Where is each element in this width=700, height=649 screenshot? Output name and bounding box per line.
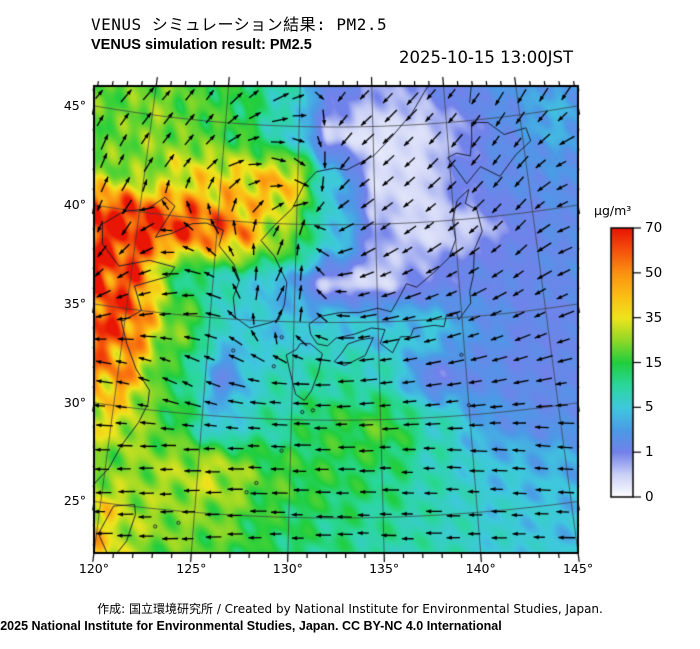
colorbar-tick-label: 35 [645, 309, 663, 326]
colorbar-tick-label: 50 [645, 264, 663, 281]
lat-tick-label: 25° [63, 493, 86, 509]
lon-tick-label: 140° [465, 561, 496, 576]
title-english: VENUS simulation result: PM2.5 [91, 37, 312, 53]
lon-tick-label: 125° [176, 561, 207, 576]
credit-line: 作成: 国立環境研究所 / Created by National Instit… [97, 602, 603, 616]
colorbar-tick-label: 0 [645, 489, 654, 505]
lon-tick-label: 145° [562, 561, 594, 576]
lat-tick-label: 35° [63, 295, 86, 311]
lat-tick-label: 40° [63, 196, 86, 212]
colorbar-tick-label: 70 [645, 220, 663, 236]
title-japanese: VENUS シミュレーション結果: PM2.5 [91, 15, 388, 34]
lon-tick-label: 135° [369, 561, 400, 576]
lat-tick-label: 45° [63, 97, 86, 113]
colorbar-tick-label: 15 [645, 354, 663, 371]
colorbar-tick-label: 1 [645, 444, 654, 461]
lon-tick-label: 120° [78, 561, 110, 576]
timestamp: 2025-10-15 13:00JST [399, 48, 574, 67]
colorbar-tick-label: 5 [645, 399, 654, 416]
license-line: ©2025 National Institute for Environment… [0, 619, 502, 633]
colorbar-unit-label: µg/m³ [594, 203, 632, 218]
lon-tick-label: 130° [272, 561, 303, 576]
lat-tick-label: 30° [63, 394, 86, 410]
